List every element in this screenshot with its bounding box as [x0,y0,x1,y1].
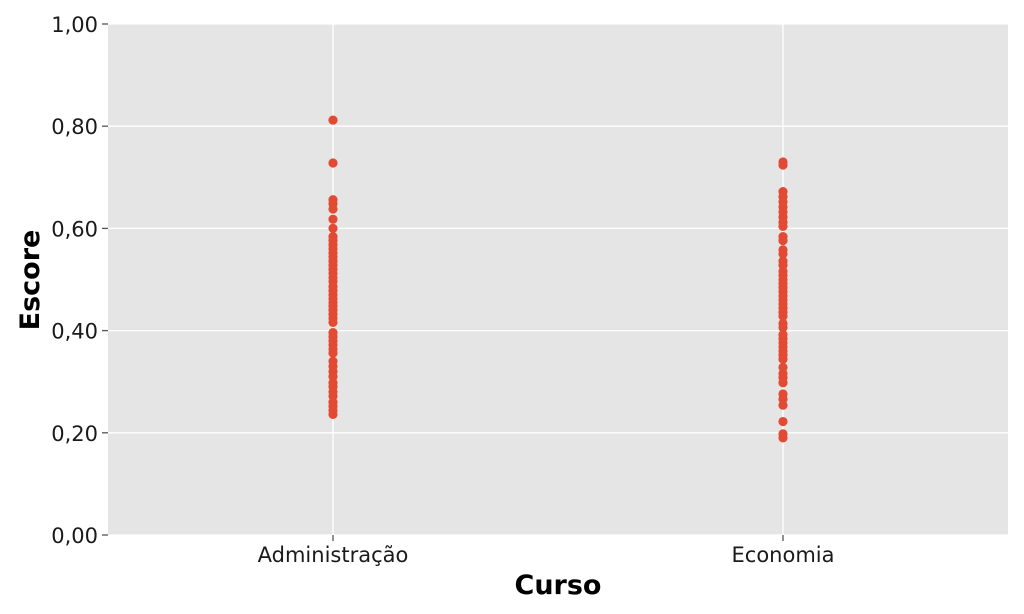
x-axis-title: Curso [515,570,602,601]
data-point [328,204,338,214]
data-point [778,160,788,170]
data-point [778,354,788,364]
data-point [328,223,338,233]
y-tick-label: 0,40 [51,320,98,344]
data-point [778,311,788,321]
y-tick-label: 0,00 [51,524,98,548]
y-tick-label: 0,60 [51,217,98,241]
data-point [778,400,788,410]
x-axis: Administração Economia [258,535,835,567]
data-point [328,409,338,420]
data-point [778,322,788,333]
data-point [328,348,338,358]
x-tick-label: Administração [258,543,409,567]
data-point [328,317,338,328]
data-point [328,214,338,224]
data-point [778,378,788,388]
data-point [778,433,788,443]
x-tick-label: Economia [732,543,835,567]
y-tick-label: 1,00 [51,13,98,37]
data-points [328,115,788,443]
plot-background [108,24,1008,535]
data-point [328,115,338,125]
data-point [778,236,788,246]
data-point [778,249,788,259]
y-axis-title: Escore [15,230,46,331]
y-axis: 0,00 0,20 0,40 0,60 0,80 1,00 [51,13,108,548]
grid-lines [108,23,1008,536]
data-point [778,416,788,427]
y-tick-label: 0,80 [51,115,98,139]
y-tick-label: 0,20 [51,422,98,446]
data-point [328,158,338,168]
data-point [778,221,788,231]
